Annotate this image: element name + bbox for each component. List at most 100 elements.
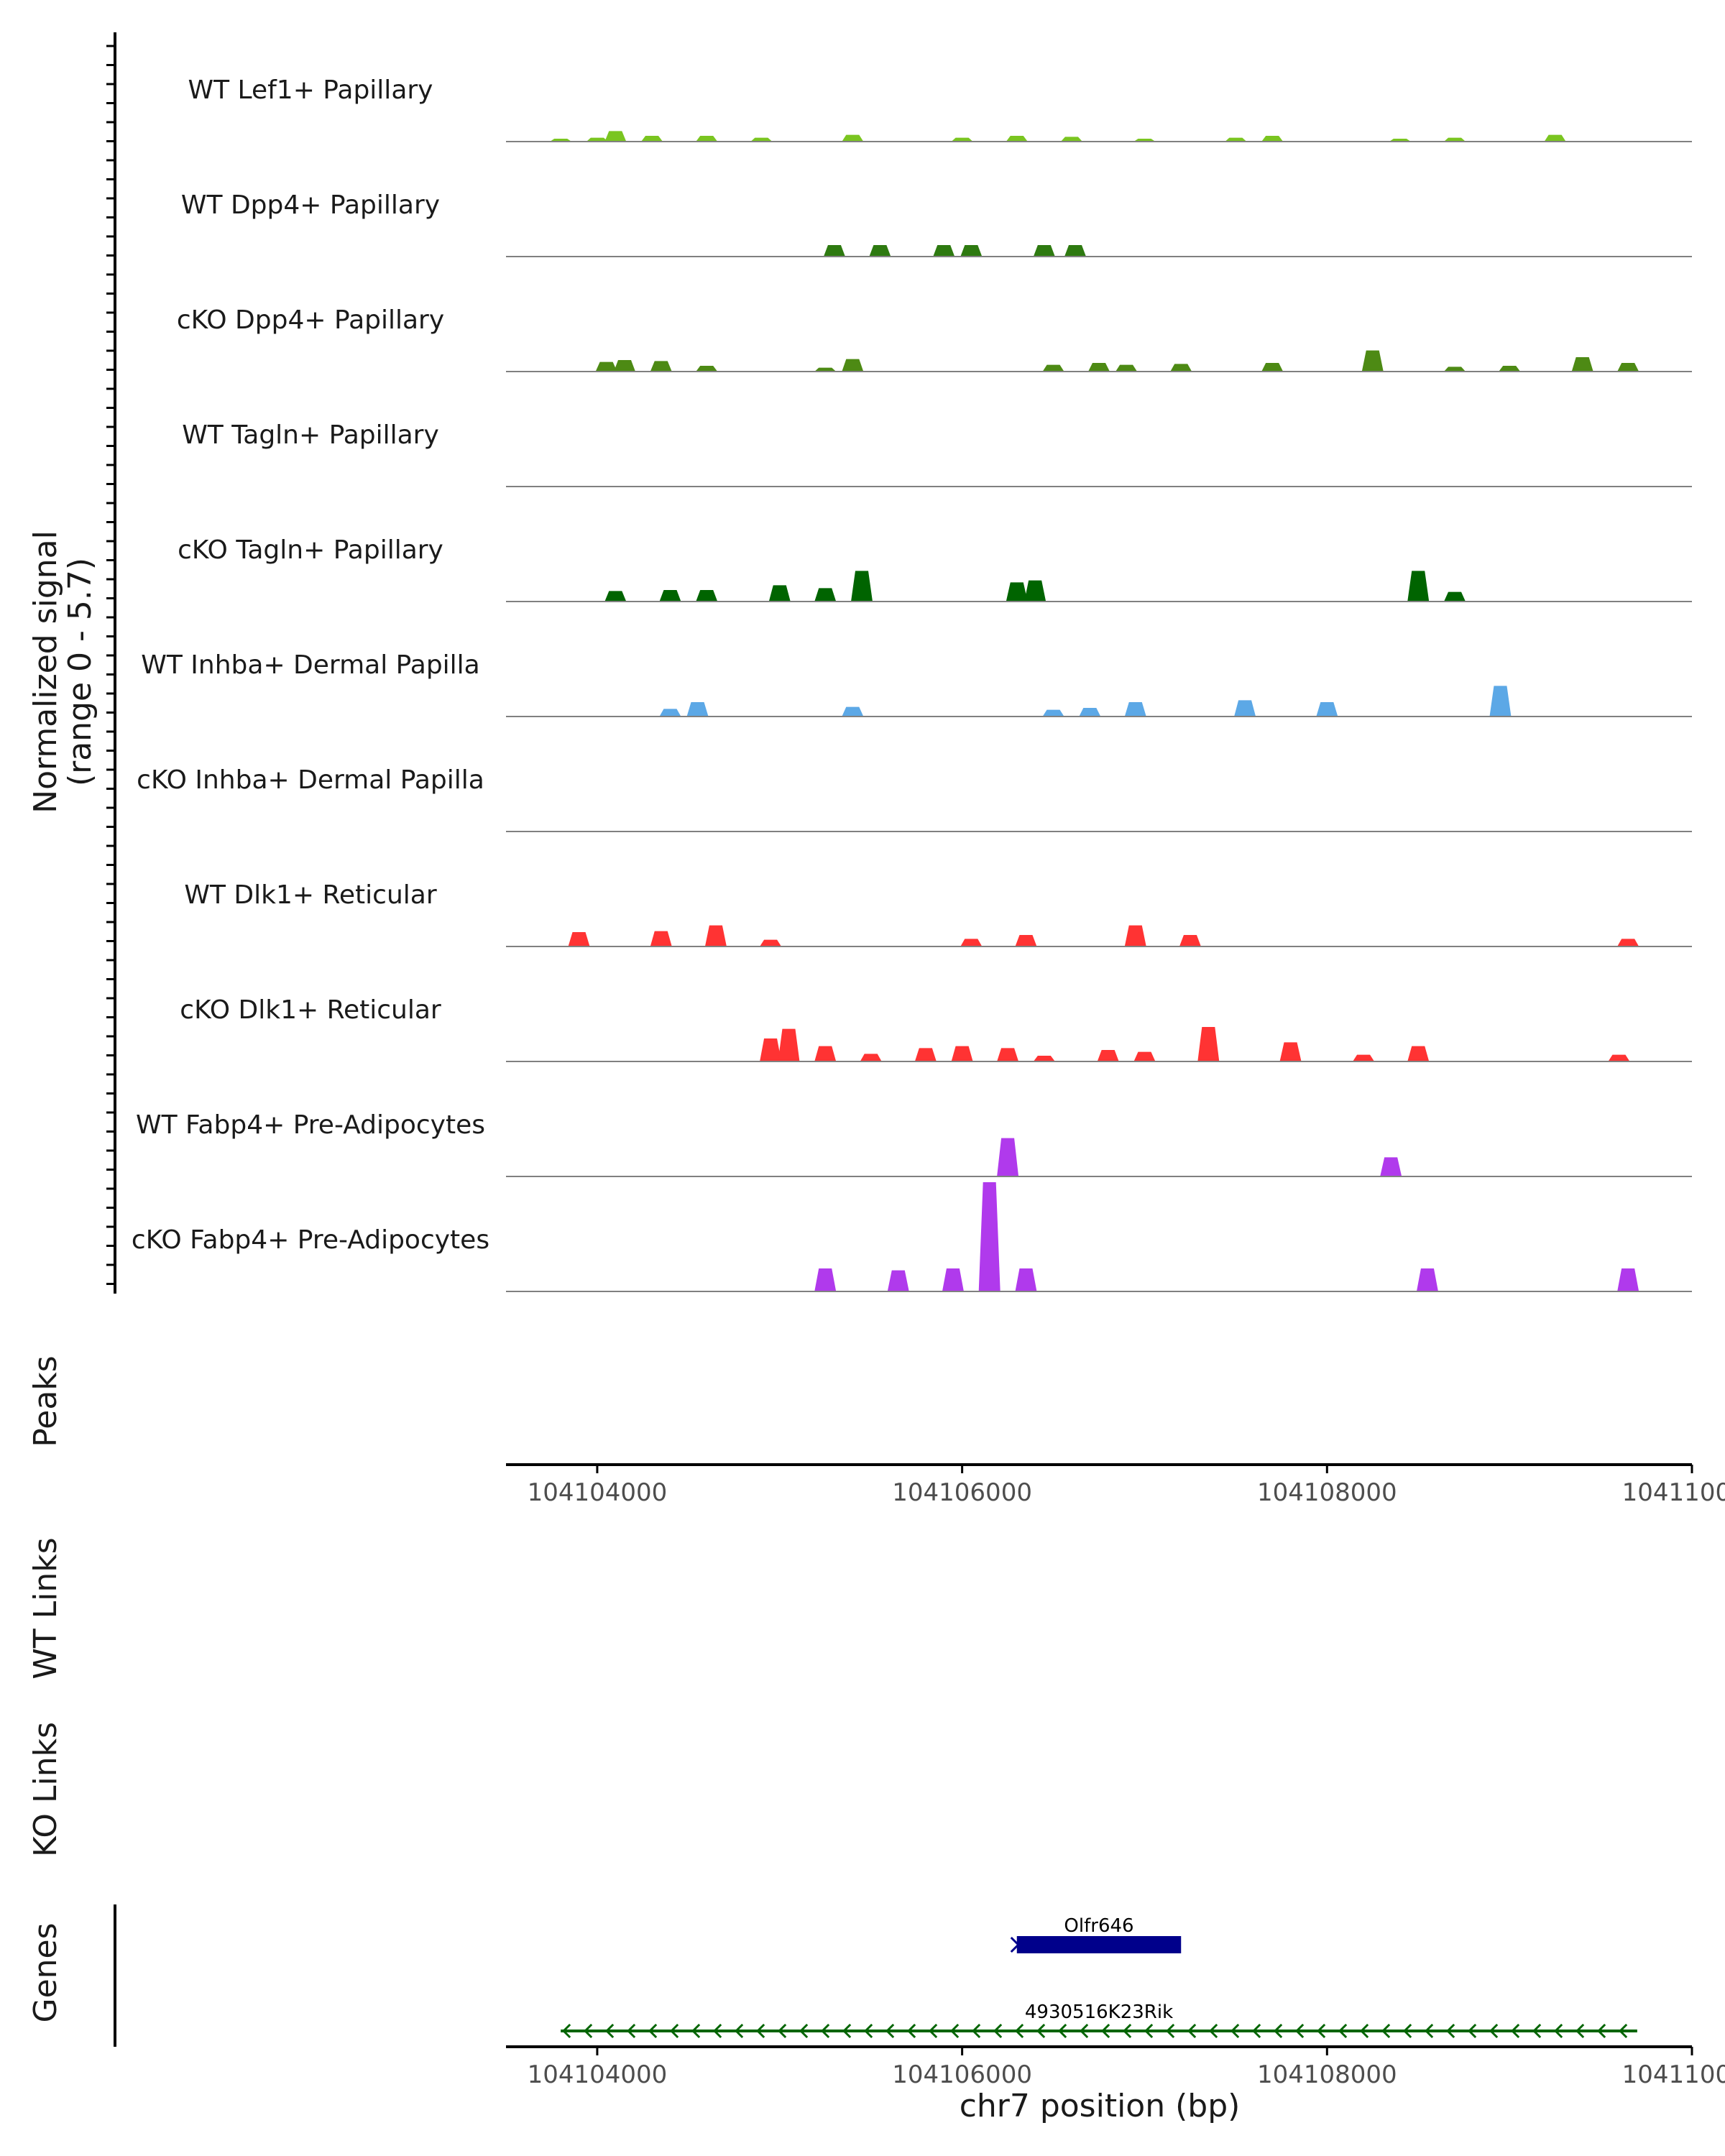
x-tick-label: 104108000 xyxy=(1257,1478,1397,1507)
signal-peak xyxy=(1261,363,1284,372)
signal-peak xyxy=(1197,1027,1220,1061)
strand-arrow xyxy=(821,2023,830,2039)
x-tick-label: 104108000 xyxy=(1257,2060,1397,2089)
signal-peak xyxy=(1407,1046,1430,1061)
signal-peak xyxy=(659,709,681,717)
signal-peak xyxy=(814,588,837,602)
signal-peak xyxy=(914,1048,937,1061)
track-8: cKO Dlk1+ Reticular xyxy=(180,995,1692,1062)
strand-arrow xyxy=(1010,1936,1020,1953)
track-4: cKO Tagln+ Papillary xyxy=(178,535,1692,602)
signal-peak xyxy=(1124,925,1146,946)
signal-peak xyxy=(641,136,663,142)
gene-name-label: Olfr646 xyxy=(1064,1915,1133,1937)
x-tick-label: 104106000 xyxy=(892,1478,1032,1507)
track-label: cKO Dpp4+ Papillary xyxy=(177,305,444,335)
signal-tracks: WT Lef1+ Papillary WT Dpp4+ Papillary cKO … xyxy=(132,75,1692,1292)
gene-name-label: 4930516K23Rik xyxy=(1025,2001,1173,2023)
strand-arrow xyxy=(972,2023,981,2039)
signal-peak xyxy=(1116,364,1138,372)
track-label: WT Fabp4+ Pre-Adipocytes xyxy=(136,1110,485,1140)
strand-arrow xyxy=(1446,2023,1455,2039)
strand-arrow xyxy=(886,2023,895,2039)
signal-peak xyxy=(814,1046,837,1061)
signal-peak xyxy=(823,245,845,257)
signal-peak xyxy=(1499,366,1521,372)
x-tick-label: 104106000 xyxy=(892,2060,1032,2089)
strand-arrow xyxy=(1619,2023,1628,2039)
track-label: cKO Dlk1+ Reticular xyxy=(180,995,441,1025)
track-label: WT Inhba+ Dermal Papilla xyxy=(141,650,479,680)
signal-peak xyxy=(1617,363,1639,372)
signal-peak xyxy=(1316,702,1338,717)
strand-arrow xyxy=(1295,2023,1305,2039)
strand-arrow xyxy=(627,2023,636,2039)
track-label: WT Lef1+ Papillary xyxy=(188,75,433,105)
genes-track-label: Genes xyxy=(27,1922,64,2022)
signal-peak xyxy=(686,702,709,717)
signal-peak xyxy=(942,1268,964,1291)
strand-arrow xyxy=(1015,2023,1024,2039)
signal-peak xyxy=(1133,1051,1156,1061)
strand-arrow xyxy=(562,2023,571,2039)
peaks-track-label: Peaks xyxy=(27,1355,64,1447)
signal-peak xyxy=(997,1138,1019,1176)
strand-arrow xyxy=(1381,2023,1391,2039)
gene-track: Olfr646 4930516K23Rik xyxy=(561,1915,1637,2039)
signal-peak xyxy=(1544,134,1566,142)
track-label: cKO Fabp4+ Pre-Adipocytes xyxy=(132,1225,489,1255)
signal-peak xyxy=(1006,136,1028,142)
track-label: WT Tagln+ Papillary xyxy=(182,420,439,450)
strand-arrow xyxy=(799,2023,809,2039)
signal-peak xyxy=(1617,939,1639,946)
signal-peak xyxy=(1024,580,1046,602)
signal-peak xyxy=(696,590,718,602)
strand-arrow xyxy=(1230,2023,1240,2039)
signal-peak xyxy=(1179,935,1201,946)
signal-peak xyxy=(1444,591,1466,602)
genes-x-axis: 104104000 104106000 104108000 104110000 xyxy=(506,2045,1725,2089)
track-3: WT Tagln+ Papillary xyxy=(182,420,1692,487)
strand-arrow xyxy=(1080,2023,1089,2039)
strand-arrow xyxy=(1554,2023,1563,2039)
signal-peak xyxy=(951,137,973,142)
signal-peak xyxy=(1064,245,1086,257)
x-tick-label: 104110000 xyxy=(1622,1478,1725,1507)
gene-1: 4930516K23Rik xyxy=(561,2001,1637,2039)
x-tick-label: 104104000 xyxy=(528,2060,668,2089)
strand-arrow xyxy=(1123,2023,1132,2039)
strand-arrow xyxy=(1511,2023,1520,2039)
signal-peak xyxy=(1617,1268,1639,1291)
signal-peak xyxy=(604,591,627,602)
signal-peak xyxy=(851,571,873,602)
strand-arrow xyxy=(1252,2023,1261,2039)
signal-peak xyxy=(814,1268,837,1291)
signal-peak xyxy=(768,585,791,602)
signal-peak xyxy=(1042,364,1064,372)
y-axis-title-line2: (range 0 - 5.7) xyxy=(62,558,98,786)
strand-arrow xyxy=(950,2023,960,2039)
signal-peak xyxy=(1124,702,1146,717)
track-1: WT Dpp4+ Papillary xyxy=(181,190,1692,257)
peaks-x-axis: 104104000 104106000 104108000 104110000 xyxy=(506,1463,1725,1507)
signal-peak xyxy=(1444,367,1466,372)
strand-arrow xyxy=(842,2023,852,2039)
signal-peak xyxy=(778,1028,800,1061)
signal-peak xyxy=(933,245,955,257)
strand-arrow xyxy=(993,2023,1003,2039)
signal-peak xyxy=(1361,350,1384,372)
signal-peak xyxy=(750,137,773,142)
signal-peak xyxy=(869,245,891,257)
signal-peak xyxy=(650,931,672,946)
signal-peak xyxy=(1489,686,1512,717)
strand-arrow xyxy=(584,2023,593,2039)
strand-arrow xyxy=(735,2023,744,2039)
signal-peak xyxy=(704,925,727,946)
signal-peak xyxy=(842,134,864,142)
signal-peak xyxy=(860,1054,882,1061)
signal-peak xyxy=(951,1046,973,1061)
strand-arrow xyxy=(1532,2023,1542,2039)
signal-peak xyxy=(1571,357,1593,372)
strand-arrow xyxy=(1403,2023,1412,2039)
